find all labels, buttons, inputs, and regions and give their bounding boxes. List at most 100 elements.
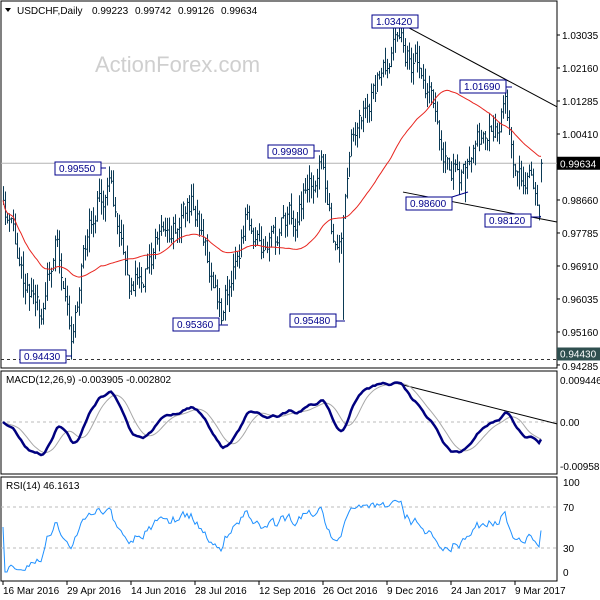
ohlc-bar xyxy=(159,224,161,252)
ohlc-bar xyxy=(275,216,277,255)
ohlc-bar xyxy=(313,175,315,204)
ohlc-bar xyxy=(331,202,333,235)
ohlc-bar xyxy=(383,59,385,78)
ohlc-bar xyxy=(285,212,287,238)
ohlc-bar xyxy=(71,316,73,360)
ohlc-bar xyxy=(229,279,231,312)
price-tick-label: 0.98660 xyxy=(562,196,599,207)
swing-label: 0.95480 xyxy=(289,313,345,328)
date-axis[interactable]: 16 Mar 2016 29 Apr 2016 14 Jun 2016 28 Jul … xyxy=(2,581,566,597)
ohlc-bar xyxy=(227,276,229,306)
ohlc-bar xyxy=(113,170,115,207)
ohlc-bar xyxy=(375,74,377,102)
price-axis[interactable]: 1.03035 1.02160 1.01285 1.00410 0.98660 0.977… xyxy=(557,31,599,373)
moving-average-line xyxy=(2,89,542,278)
ohlc-bar xyxy=(539,204,541,221)
ohlc-bar xyxy=(289,201,291,225)
ohlc-bar xyxy=(455,159,457,173)
ohlc-bar xyxy=(35,284,37,317)
ohlc-bar xyxy=(407,45,409,70)
ohlc-bar xyxy=(73,323,75,344)
ohlc-bar xyxy=(431,82,433,105)
ohlc-bar xyxy=(107,177,109,206)
ohlc-bar xyxy=(217,279,219,310)
ohlc-bar xyxy=(411,47,413,83)
ohlc-bar xyxy=(475,140,477,166)
ohlc-bar xyxy=(167,217,169,243)
rsi-tick: 100 xyxy=(563,478,580,489)
ohlc-bar xyxy=(79,287,81,316)
ohlc-bar xyxy=(103,190,105,220)
ohlc-bar xyxy=(355,122,357,146)
ohlc-bar xyxy=(427,83,429,108)
ohlc-bar xyxy=(535,181,537,206)
ohlc-bar xyxy=(467,158,469,179)
ohlc-bar xyxy=(423,64,425,89)
ohlc-bar xyxy=(17,232,19,259)
ohlc-bar xyxy=(361,116,363,130)
ohlc-bar xyxy=(211,262,213,291)
ohlc-bar xyxy=(421,67,423,79)
swing-label: 0.99980 xyxy=(267,144,320,159)
ohlc-bar xyxy=(259,223,261,242)
header-close: 0.99634 xyxy=(221,6,258,17)
ohlc-bar xyxy=(417,41,419,73)
ohlc-bar xyxy=(7,213,9,224)
macd-main-line xyxy=(2,381,543,457)
price-tick-label: 0.96035 xyxy=(562,295,599,306)
ohlc-bar xyxy=(385,47,387,75)
ohlc-bar xyxy=(273,224,275,234)
ohlc-bar xyxy=(169,217,171,243)
ohlc-bar xyxy=(541,159,543,183)
svg-text:1.01690: 1.01690 xyxy=(464,82,501,93)
macd-label: MACD(12,26,9) -0.003905 -0.002802 xyxy=(6,375,172,386)
header-low: 0.99126 xyxy=(178,6,215,17)
svg-text:0.98600: 0.98600 xyxy=(410,199,447,210)
ohlc-bar xyxy=(181,203,183,244)
watermark: ActionForex.com xyxy=(95,52,260,77)
ohlc-bar xyxy=(91,210,93,234)
date-tick-label: 9 Mar 2017 xyxy=(515,586,566,597)
ohlc-bar xyxy=(33,279,35,305)
ohlc-bar xyxy=(503,95,505,119)
swing-label: 1.01690 xyxy=(459,79,512,94)
ohlc-bar xyxy=(121,219,123,246)
macd-tick: 0.009446 xyxy=(560,376,600,387)
ohlc-bar xyxy=(397,31,399,42)
price-tick-label: 0.94285 xyxy=(562,362,599,373)
rsi-panel xyxy=(0,476,558,582)
ohlc-bar xyxy=(5,191,7,225)
ohlc-bar xyxy=(389,63,391,74)
ohlc-bar xyxy=(157,231,159,245)
ohlc-bar xyxy=(487,138,489,151)
ohlc-bar xyxy=(215,274,217,289)
ohlc-bar xyxy=(239,244,241,269)
ohlc-bar xyxy=(99,178,101,203)
ohlc-bar xyxy=(477,124,479,147)
swing-label: 0.99550 xyxy=(54,161,106,176)
ohlc-bar xyxy=(461,169,463,191)
macd-lines xyxy=(2,381,543,457)
ohlc-bar xyxy=(415,44,417,63)
ohlc-bar xyxy=(409,42,411,70)
ohlc-bar xyxy=(11,217,13,224)
ohlc-bar xyxy=(315,180,317,193)
ohlc-bar xyxy=(449,157,451,171)
date-tick-label: 24 Jan 2017 xyxy=(451,586,506,597)
ohlc-bar xyxy=(367,93,369,123)
svg-text:0.98120: 0.98120 xyxy=(489,216,526,227)
ohlc-bar xyxy=(307,174,309,203)
price-tick-label: 0.96910 xyxy=(562,262,599,273)
header-high: 0.99742 xyxy=(135,6,172,17)
ohlc-bar xyxy=(191,184,193,216)
ohlc-bar xyxy=(67,285,69,316)
ohlc-bar xyxy=(371,83,373,122)
ohlc-bar xyxy=(109,166,111,192)
ohlc-bar xyxy=(515,163,517,177)
collapse-triangle-icon[interactable] xyxy=(5,8,11,12)
ohlc-bar xyxy=(471,157,473,173)
date-tick-label: 28 Jul 2016 xyxy=(195,586,247,597)
ohlc-bar xyxy=(429,75,431,104)
ohlc-bar xyxy=(97,190,99,222)
ohlc-bar xyxy=(393,27,395,61)
